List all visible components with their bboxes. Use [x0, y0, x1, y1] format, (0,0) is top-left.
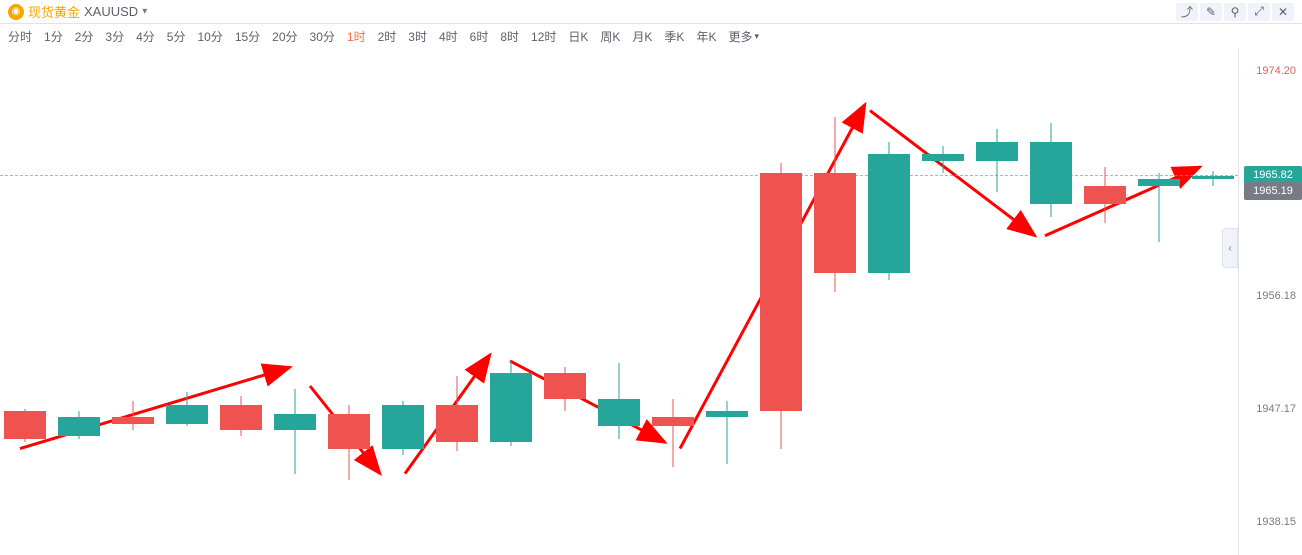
chart-header: ◉ 现货黄金 XAUUSD ▾ ⤴✎⚲⤢✕	[0, 0, 1302, 24]
price-label: 1956.18	[1256, 290, 1296, 302]
candle-body	[382, 405, 424, 449]
timeframe-20分[interactable]: 20分	[272, 28, 297, 45]
candle-wick	[997, 129, 998, 192]
candle-14[interactable]	[760, 48, 802, 555]
timeframe-季K[interactable]: 季K	[664, 28, 684, 45]
candle-15[interactable]	[814, 48, 856, 555]
candle-body	[4, 411, 46, 439]
candle-16[interactable]	[868, 48, 910, 555]
timeframe-3分[interactable]: 3分	[105, 28, 124, 45]
candle-6[interactable]	[328, 48, 370, 555]
candle-body	[1084, 186, 1126, 205]
header-tool-0[interactable]: ⤴	[1176, 3, 1198, 21]
candle-body	[490, 373, 532, 442]
chart-plot-area[interactable]	[0, 48, 1238, 555]
gold-icon: ◉	[8, 4, 24, 20]
candle-body	[814, 173, 856, 273]
timeframe-5分[interactable]: 5分	[167, 28, 186, 45]
candle-wick	[673, 399, 674, 468]
candle-22[interactable]	[1192, 48, 1234, 555]
candle-1[interactable]	[58, 48, 100, 555]
header-tool-3[interactable]: ⤢	[1248, 3, 1270, 21]
candle-18[interactable]	[976, 48, 1018, 555]
candle-body	[328, 414, 370, 449]
candle-body	[436, 405, 478, 443]
title-chinese: 现货黄金	[28, 2, 80, 21]
candle-body	[868, 154, 910, 273]
candle-0[interactable]	[4, 48, 46, 555]
candle-body	[760, 173, 802, 411]
candle-2[interactable]	[112, 48, 154, 555]
timeframe-2分[interactable]: 2分	[75, 28, 94, 45]
title-symbol: XAUUSD	[84, 4, 138, 19]
candle-12[interactable]	[652, 48, 694, 555]
price-label: 1974.20	[1256, 65, 1296, 77]
candle-3[interactable]	[166, 48, 208, 555]
price-axis: 1974.201956.181947.171938.151965.821965.…	[1238, 48, 1302, 555]
timeframe-4时[interactable]: 4时	[439, 28, 458, 45]
candle-5[interactable]	[274, 48, 316, 555]
candle-body	[976, 142, 1018, 161]
timeframe-10分[interactable]: 10分	[197, 28, 222, 45]
timeframe-12时[interactable]: 12时	[531, 28, 556, 45]
header-tool-4[interactable]: ✕	[1272, 3, 1294, 21]
candle-21[interactable]	[1138, 48, 1180, 555]
timeframe-1时[interactable]: 1时	[347, 28, 366, 45]
price-label: 1938.15	[1256, 516, 1296, 528]
chart-container: ‹ 1974.201956.181947.171938.151965.82196…	[0, 48, 1302, 555]
timeframe-30分[interactable]: 30分	[310, 28, 335, 45]
timeframe-bar: 分时 1分 2分 3分 4分 5分 10分 15分 20分 30分 1时 2时 3时 4时 6时 8时 12时日…	[0, 24, 1302, 48]
timeframe-more[interactable]: 更多▾	[728, 28, 759, 45]
timeframe-周K[interactable]: 周K	[600, 28, 620, 45]
candle-body	[166, 405, 208, 424]
timeframe-日K[interactable]: 日K	[568, 28, 588, 45]
header-tool-2[interactable]: ⚲	[1224, 3, 1246, 21]
timeframe-3时[interactable]: 3时	[408, 28, 427, 45]
candle-11[interactable]	[598, 48, 640, 555]
timeframe-月K[interactable]: 月K	[632, 28, 652, 45]
timeframe-2时[interactable]: 2时	[378, 28, 397, 45]
candle-body	[598, 399, 640, 427]
candle-body	[274, 414, 316, 430]
candle-body	[1192, 176, 1234, 180]
timeframe-15分[interactable]: 15分	[235, 28, 260, 45]
timeframe-4分[interactable]: 4分	[136, 28, 155, 45]
candle-13[interactable]	[706, 48, 748, 555]
timeframe-1分[interactable]: 1分	[44, 28, 63, 45]
expand-panel-tab[interactable]: ‹	[1222, 228, 1238, 268]
candle-17[interactable]	[922, 48, 964, 555]
symbol-dropdown[interactable]: ▾	[142, 6, 147, 17]
candle-body	[922, 154, 964, 160]
candle-body	[1030, 142, 1072, 205]
candle-4[interactable]	[220, 48, 262, 555]
candle-19[interactable]	[1030, 48, 1072, 555]
candle-10[interactable]	[544, 48, 586, 555]
candle-wick	[133, 401, 134, 430]
candle-9[interactable]	[490, 48, 532, 555]
candle-body	[1138, 179, 1180, 185]
price-label: 1947.17	[1256, 403, 1296, 415]
candle-body	[706, 411, 748, 417]
price-tag: 1965.19	[1244, 182, 1302, 200]
timeframe-年K[interactable]: 年K	[696, 28, 716, 45]
timeframe-6时[interactable]: 6时	[470, 28, 489, 45]
candle-20[interactable]	[1084, 48, 1126, 555]
timeframe-8时[interactable]: 8时	[500, 28, 519, 45]
candle-8[interactable]	[436, 48, 478, 555]
timeframe-分时[interactable]: 分时	[8, 28, 32, 45]
candle-body	[112, 417, 154, 423]
candle-body	[220, 405, 262, 430]
candle-wick	[295, 389, 296, 474]
trend-arrow-3	[510, 361, 665, 442]
candle-7[interactable]	[382, 48, 424, 555]
candle-body	[652, 417, 694, 426]
candle-body	[544, 373, 586, 398]
header-tool-1[interactable]: ✎	[1200, 3, 1222, 21]
candle-body	[58, 417, 100, 436]
